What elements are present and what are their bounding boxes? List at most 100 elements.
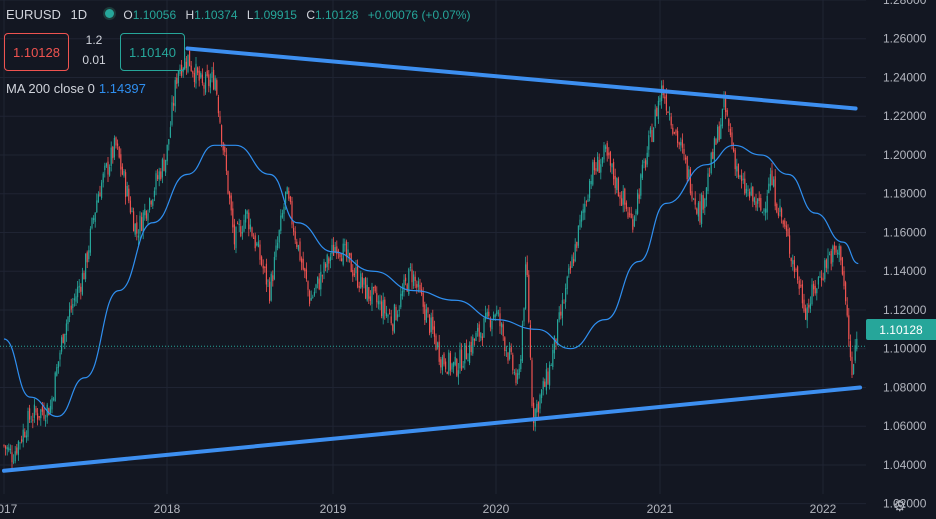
candle-body xyxy=(105,163,107,167)
candle-body xyxy=(817,277,819,285)
high-value: 1.10374 xyxy=(194,8,238,22)
candle-body xyxy=(813,283,815,290)
y-tick-label: 1.06000 xyxy=(883,419,927,433)
candle-body xyxy=(315,284,317,289)
candle-body xyxy=(155,173,157,190)
candle-body xyxy=(510,347,512,352)
gear-icon[interactable]: ⚙ xyxy=(893,498,907,515)
candle-body xyxy=(709,175,711,177)
candle-body xyxy=(360,273,362,289)
candle-body xyxy=(467,360,469,362)
candle-body xyxy=(213,69,215,90)
candle-body xyxy=(432,316,434,330)
candle-body xyxy=(832,246,834,263)
candle-body xyxy=(294,231,296,240)
trendlines[interactable] xyxy=(2,46,863,473)
candle-body xyxy=(552,349,554,368)
candle-body xyxy=(142,212,144,232)
candle-body xyxy=(235,227,237,249)
candle-body xyxy=(726,110,728,116)
x-tick-label: 2019 xyxy=(320,502,347,516)
candle-body xyxy=(809,303,811,309)
candle-body xyxy=(139,215,141,234)
candle-body xyxy=(593,160,595,171)
candle-body xyxy=(766,195,768,213)
candle-body xyxy=(528,274,530,322)
candle-body xyxy=(654,109,656,127)
candle-body xyxy=(737,163,739,178)
candle-body xyxy=(728,119,730,126)
buy-button[interactable]: 1.10140 xyxy=(120,33,185,71)
candle-body xyxy=(520,358,522,370)
candle-body xyxy=(158,171,160,180)
candle-body xyxy=(481,336,483,341)
candle-body xyxy=(739,175,741,178)
candle-body xyxy=(17,441,19,455)
candle-body xyxy=(366,284,368,301)
candle-body xyxy=(448,352,450,374)
candle-body xyxy=(211,72,213,78)
y-tick-label: 1.10000 xyxy=(883,342,927,356)
candle-body xyxy=(9,448,11,451)
candle-body xyxy=(73,298,75,301)
candle-body xyxy=(779,205,781,213)
candle-body xyxy=(91,217,93,229)
candle-body xyxy=(569,266,571,270)
candle-body xyxy=(753,197,755,203)
candle-body xyxy=(757,198,759,204)
candle-body xyxy=(771,170,773,186)
candle-body xyxy=(371,286,373,305)
candle-body xyxy=(190,65,192,72)
trendline-upper xyxy=(185,46,858,111)
candle-body xyxy=(347,249,349,258)
candle-body xyxy=(321,275,323,277)
candle-body xyxy=(686,156,688,180)
candle-body xyxy=(157,175,159,179)
y-tick-label: 1.24000 xyxy=(883,70,927,84)
candle-body xyxy=(312,296,314,298)
candle-body xyxy=(203,84,205,89)
interval-label[interactable]: 1D xyxy=(70,7,88,22)
market-open-dot-icon xyxy=(104,9,114,18)
candle-body xyxy=(81,273,83,295)
candle-body xyxy=(456,359,458,376)
ma-legend[interactable]: MA 200 close 0 1.14397 xyxy=(6,81,146,96)
candle-body xyxy=(465,345,467,360)
candle-body xyxy=(6,447,8,450)
candle-body xyxy=(409,266,411,268)
candle-body xyxy=(337,250,339,252)
candle-body xyxy=(320,271,322,290)
candle-body xyxy=(352,269,354,277)
candle-body xyxy=(272,275,274,282)
candle-body xyxy=(501,323,503,328)
candle-body xyxy=(129,200,131,213)
x-tick-label: 2022 xyxy=(810,502,837,516)
price-axis[interactable]: 1.28000 1.26000 1.24000 1.22000 1.20000 1.180… xyxy=(883,0,927,511)
candle-body xyxy=(545,369,547,391)
candle-body xyxy=(472,337,474,354)
candle-body xyxy=(152,199,154,206)
candle-body xyxy=(221,125,223,143)
candle-body xyxy=(86,252,88,263)
candle-body xyxy=(333,244,335,256)
candle-body xyxy=(483,318,485,338)
candle-body xyxy=(536,403,538,413)
candle-body xyxy=(150,200,152,205)
candle-body xyxy=(577,225,579,246)
sell-button[interactable]: 1.10128 xyxy=(4,33,69,71)
candle-body xyxy=(216,80,218,95)
candle-body xyxy=(80,286,82,292)
candle-body xyxy=(542,381,544,390)
candle-body xyxy=(317,276,319,284)
time-axis[interactable]: 2017 2018 2019 2020 2021 2022 xyxy=(0,502,837,516)
candle-body xyxy=(219,116,221,123)
candle-body xyxy=(814,285,816,294)
candle-body xyxy=(131,211,133,213)
symbol-label[interactable]: EURUSD xyxy=(6,7,61,22)
candle-body xyxy=(275,245,277,257)
candle-body xyxy=(133,211,135,232)
candle-body xyxy=(208,74,210,86)
candle-body xyxy=(789,235,791,254)
candle-body xyxy=(93,218,95,220)
